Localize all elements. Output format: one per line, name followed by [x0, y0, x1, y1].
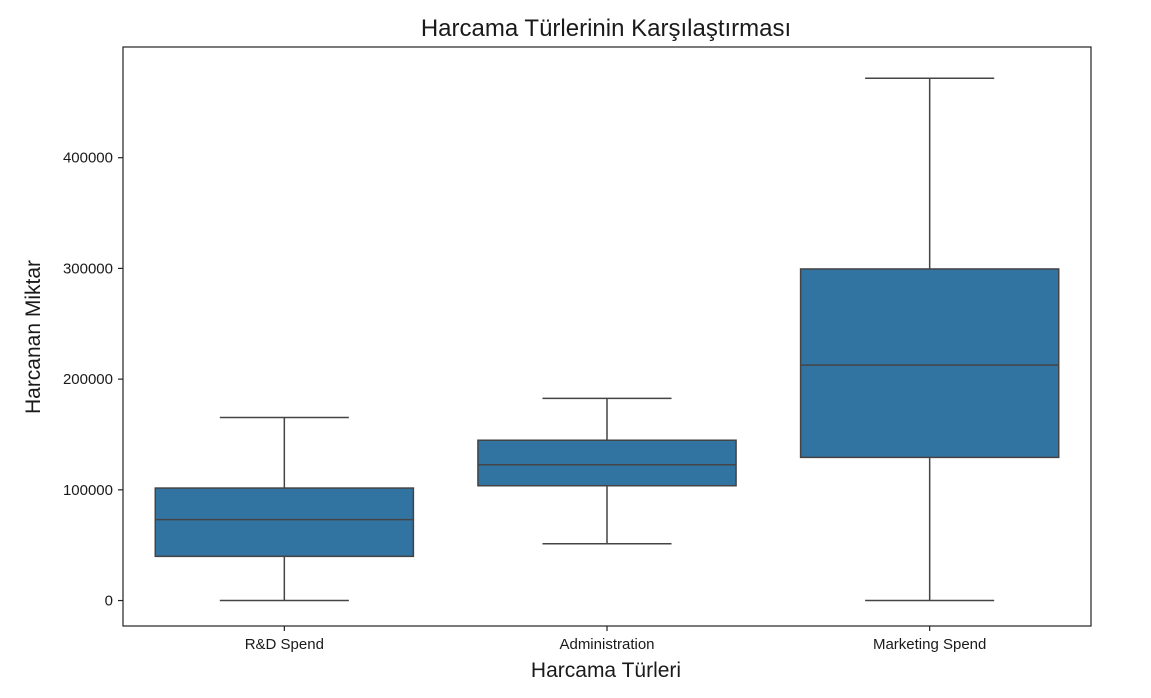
y-tick-label: 400000: [63, 150, 113, 167]
x-tick-label: R&D Spend: [245, 636, 324, 653]
y-tick-label: 0: [105, 593, 113, 610]
y-axis-label: Harcanan Miktar: [22, 260, 45, 414]
chart-title: Harcama Türlerinin Karşılaştırması: [421, 15, 791, 42]
plot-area: R&D Spend Administration Marketing Spend 0 1…: [63, 46, 1092, 653]
y-tick-label: 300000: [63, 260, 113, 277]
box-administration: [477, 439, 737, 487]
x-axis-label: Harcama Türleri: [531, 659, 681, 682]
y-tick-label: 200000: [63, 371, 113, 388]
x-tick-label: Marketing Spend: [873, 636, 986, 653]
box-r-d-spend: [154, 487, 415, 558]
y-tick-label: 100000: [63, 482, 113, 499]
plot-frame: [122, 46, 1092, 627]
box-marketing-spend: [799, 268, 1060, 459]
x-tick-label: Administration: [559, 636, 654, 653]
